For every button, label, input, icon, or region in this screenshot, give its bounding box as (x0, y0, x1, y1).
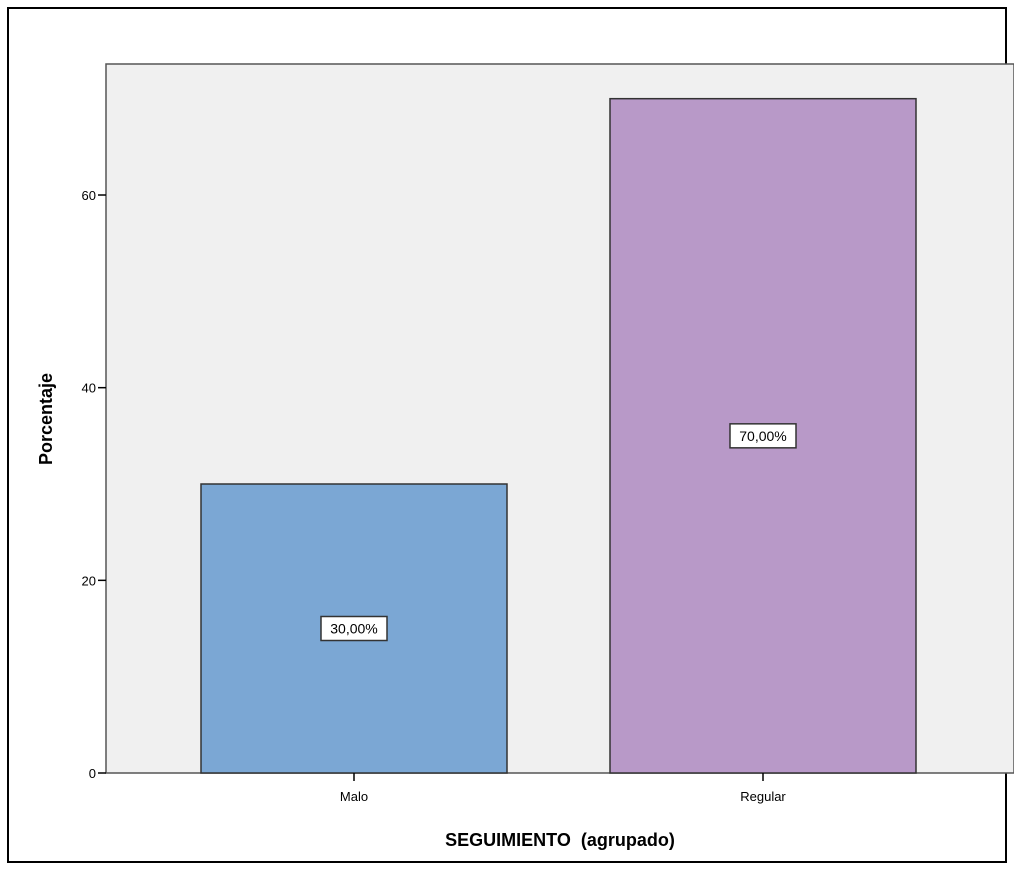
x-axis-title: SEGUIMIENTO (agrupado) (445, 830, 675, 850)
y-tick-label: 0 (89, 766, 96, 781)
chart-frame: 0 20 40 60 30,00% Malo 70,00% Regular SEGUIMIENT… (7, 7, 1014, 863)
data-label: 30,00% (330, 621, 377, 637)
y-axis-title: Porcentaje (36, 373, 56, 465)
data-label: 70,00% (739, 428, 786, 444)
x-tick-label: Regular (740, 789, 786, 804)
data-label-box (729, 423, 797, 449)
y-tick-label: 40 (82, 381, 96, 396)
data-label-box (320, 615, 388, 642)
y-tick-label: 20 (82, 573, 96, 588)
x-tick-label: Malo (340, 789, 368, 804)
y-tick-label: 60 (82, 188, 96, 203)
